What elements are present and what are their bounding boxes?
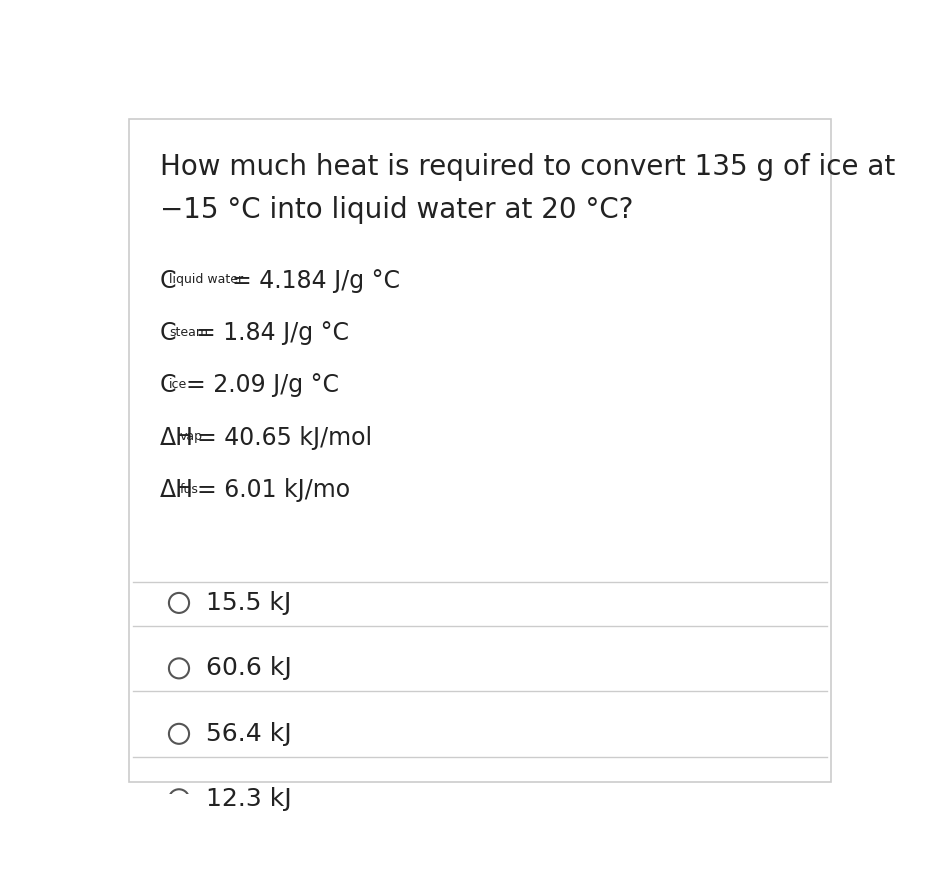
Text: = 4.184 J/g °C: = 4.184 J/g °C [232,268,400,293]
Text: steam: steam [168,326,208,339]
Text: vap: vap [180,431,203,443]
Text: C: C [160,374,176,398]
Text: C: C [160,268,176,293]
Text: ΔH: ΔH [160,478,194,502]
Text: −15 °C into liquid water at 20 °C?: −15 °C into liquid water at 20 °C? [160,195,633,224]
Text: 15.5 kJ: 15.5 kJ [206,591,291,615]
Text: = 2.09 J/g °C: = 2.09 J/g °C [186,374,340,398]
Text: ice: ice [168,378,187,391]
Text: fus: fus [180,483,198,496]
FancyBboxPatch shape [128,119,831,782]
Text: 12.3 kJ: 12.3 kJ [206,788,292,811]
Text: 60.6 kJ: 60.6 kJ [206,657,292,681]
Text: = 1.84 J/g °C: = 1.84 J/g °C [197,321,349,345]
Text: = 40.65 kJ/mol: = 40.65 kJ/mol [197,425,373,450]
Text: C: C [160,321,176,345]
Text: liquid water: liquid water [168,273,243,286]
Text: 56.4 kJ: 56.4 kJ [206,722,292,746]
Text: ΔH: ΔH [160,425,194,450]
Text: How much heat is required to convert 135 g of ice at: How much heat is required to convert 135… [160,153,895,181]
Text: = 6.01 kJ/mo: = 6.01 kJ/mo [197,478,350,502]
